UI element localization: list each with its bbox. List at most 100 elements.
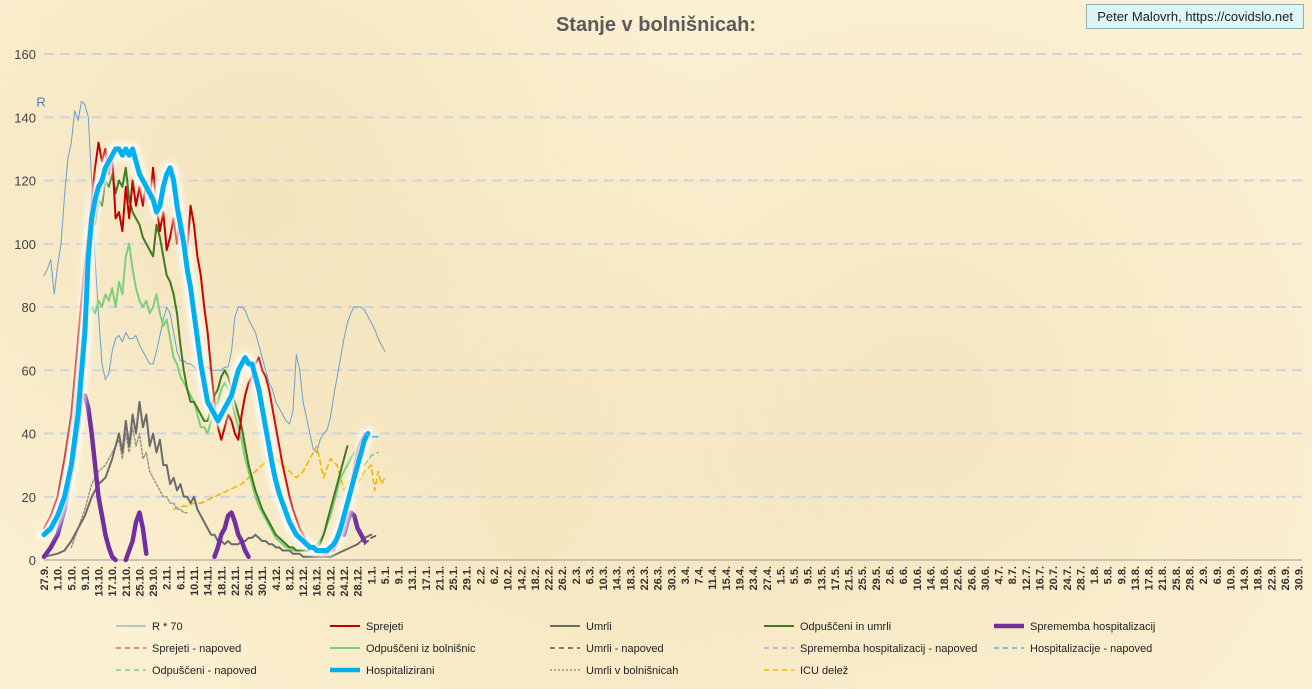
x-tick-label: 6.2. — [489, 566, 501, 584]
legend-label: Umrli v bolnišnicah — [586, 665, 678, 677]
legend-label: Umrli — [586, 621, 612, 633]
x-tick-label: 14.2. — [516, 566, 528, 590]
x-tick-label: 13.8. — [1130, 566, 1142, 590]
series-r-70 — [43, 100, 386, 453]
x-tick-label: 22.3. — [639, 566, 651, 590]
x-tick-label: 4.7. — [994, 566, 1006, 584]
x-tick-label: 29.10. — [148, 566, 160, 597]
x-tick-label: 4.12. — [271, 566, 283, 590]
x-tick-label: 15.4. — [721, 566, 733, 590]
x-tick-label: 29.5. — [871, 566, 883, 590]
series-odpu-eni-in-umrli — [43, 166, 349, 552]
x-tick-label: 9.5. — [803, 566, 815, 584]
x-tick-label: 18.11. — [216, 566, 228, 596]
x-tick-label: 2.3. — [571, 566, 583, 584]
x-tick-label: 18.2. — [530, 566, 542, 590]
x-tick-label: 22.2. — [544, 566, 556, 590]
x-tick-label: 6.11. — [175, 566, 187, 590]
x-tick-label: 28.7. — [1075, 566, 1087, 590]
x-tick-label: 2.6. — [884, 566, 896, 584]
x-tick-label: 6.9. — [1212, 566, 1224, 584]
x-tick-label: 8.12. — [284, 566, 296, 590]
x-tick-label: 14.6. — [925, 566, 937, 590]
x-tick-label: 26.11. — [244, 566, 256, 596]
x-tick-label: 13.10. — [94, 566, 106, 597]
x-tick-label: 22.9. — [1266, 566, 1278, 590]
x-tick-label: 1.10. — [53, 566, 65, 590]
x-tick-label: 7.4. — [694, 566, 706, 584]
x-tick-label: 1.5. — [775, 566, 787, 584]
x-tick-label: 8.7. — [1007, 566, 1019, 584]
x-tick-label: 30.6. — [980, 566, 992, 590]
legend-label: Sprememba hospitalizacij — [1030, 621, 1155, 633]
x-tick-label: 1.1. — [366, 566, 378, 584]
x-tick-label: 14.3. — [612, 566, 624, 590]
x-tick-label: 16.12. — [312, 566, 324, 597]
series-icu-dele- — [172, 445, 386, 511]
x-tick-label: 2.2. — [475, 566, 487, 584]
x-tick-label: 21.1. — [434, 566, 446, 590]
x-tick-label: 5.10. — [66, 566, 78, 590]
legend-label: Sprejeti - napoved — [152, 643, 241, 655]
x-tick-label: 14.11. — [203, 566, 215, 596]
legend-label: Hospitalizacije - napoved — [1030, 643, 1152, 655]
legend-label: Hospitalizirani — [366, 665, 434, 677]
x-tick-label: 22.11. — [230, 566, 242, 596]
x-tick-label: 18.6. — [939, 566, 951, 590]
x-tick-label: 9.8. — [1116, 566, 1128, 584]
series-umrli-napoved — [363, 533, 379, 545]
legend-label: Odpuščeni in umrli — [800, 621, 891, 633]
x-tick-label: 16.7. — [1034, 566, 1046, 590]
x-tick-label: 21.10. — [121, 566, 133, 597]
x-tick-label: 29.8. — [1184, 566, 1196, 590]
y-tick-label: 0 — [29, 553, 36, 568]
x-tick-label: 26.6. — [966, 566, 978, 590]
legend-label: Odpuščeni - napoved — [152, 665, 257, 677]
x-tick-label: 10.9. — [1225, 566, 1237, 590]
x-tick-label: 30.9. — [1294, 566, 1306, 590]
x-tick-label: 13.5. — [816, 566, 828, 590]
x-tick-label: 18.3. — [625, 566, 637, 590]
x-tick-label: 10.11. — [189, 566, 201, 596]
series-hospitalizirani — [41, 146, 371, 553]
x-tick-label: 17.8. — [1144, 566, 1156, 590]
x-tick-label: 10.2. — [503, 566, 515, 590]
x-tick-label: 12.7. — [1021, 566, 1033, 590]
x-tick-label: 25.5. — [857, 566, 869, 590]
x-tick-label: 24.7. — [1062, 566, 1074, 590]
x-tick-label: 25.1. — [448, 566, 460, 590]
y-tick-label: 160 — [14, 47, 36, 62]
x-tick-label: 27.9. — [39, 566, 51, 590]
x-tick-label: 25.8. — [1171, 566, 1183, 590]
legend-label: ICU delež — [800, 665, 848, 677]
x-tick-label: 24.12. — [339, 566, 351, 597]
y-tick-label: 120 — [14, 174, 36, 189]
x-tick-label: 13.1. — [407, 566, 419, 590]
x-tick-label: 29.1. — [462, 566, 474, 590]
x-tick-label: 22.6. — [953, 566, 965, 590]
chart-annotation: R — [36, 94, 45, 109]
x-tick-label: 17.1. — [421, 566, 433, 590]
y-tick-label: 40 — [22, 427, 36, 442]
x-tick-label: 14.9. — [1239, 566, 1251, 590]
series-sprememba-hospitalizacij — [212, 510, 251, 560]
series-hospitalizacije-napoved — [363, 432, 379, 438]
x-tick-label: 26.2. — [557, 566, 569, 590]
x-tick-label: 28.12. — [353, 566, 365, 597]
x-tick-label: 9.1. — [394, 566, 406, 584]
series-odpu-eni-napoved — [363, 451, 379, 466]
x-tick-label: 5.5. — [789, 566, 801, 584]
x-tick-label: 30.11. — [257, 566, 269, 596]
legend-label: R * 70 — [152, 621, 183, 633]
x-tick-label: 5.8. — [1103, 566, 1115, 584]
y-tick-label: 20 — [22, 490, 36, 505]
legend-label: Sprejeti — [366, 621, 403, 633]
x-tick-label: 10.6. — [912, 566, 924, 590]
x-tick-label: 21.8. — [1157, 566, 1169, 590]
x-tick-label: 23.4. — [748, 566, 760, 590]
y-tick-label: 60 — [22, 363, 36, 378]
legend-label: Odpuščeni iz bolnišnic — [366, 643, 476, 655]
x-tick-label: 5.1. — [380, 566, 392, 584]
